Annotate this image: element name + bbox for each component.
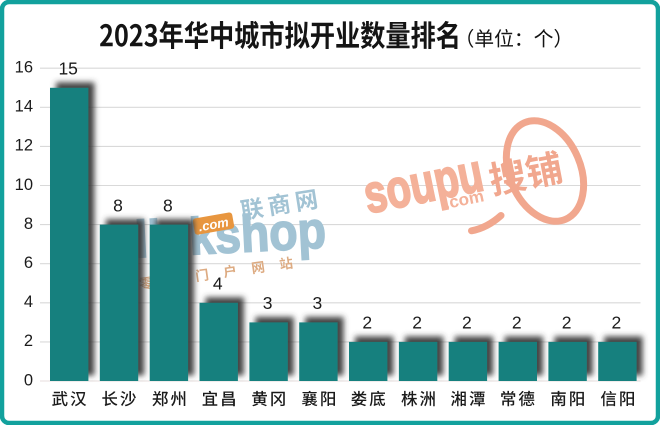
svg-text:8: 8 <box>163 195 173 215</box>
svg-text:2: 2 <box>512 313 522 333</box>
svg-text:.com: .com <box>197 214 230 234</box>
svg-text:14: 14 <box>15 98 33 116</box>
svg-text:3: 3 <box>313 293 323 313</box>
svg-text:2: 2 <box>462 313 472 333</box>
svg-text:10: 10 <box>15 176 33 194</box>
svg-text:0: 0 <box>24 371 33 389</box>
svg-text:4: 4 <box>213 274 223 294</box>
svg-text:16: 16 <box>15 59 33 77</box>
svg-text:3: 3 <box>263 293 273 313</box>
svg-text:12: 12 <box>15 137 33 155</box>
svg-text:8: 8 <box>113 195 123 215</box>
svg-text:4: 4 <box>24 293 33 311</box>
svg-text:2: 2 <box>24 332 33 350</box>
svg-text:15: 15 <box>58 59 77 79</box>
svg-text:2: 2 <box>412 313 422 333</box>
svg-text:2: 2 <box>362 313 372 333</box>
svg-text:2: 2 <box>562 313 572 333</box>
svg-text:8: 8 <box>24 215 33 233</box>
svg-text:2: 2 <box>612 313 622 333</box>
svg-text:6: 6 <box>24 254 33 272</box>
